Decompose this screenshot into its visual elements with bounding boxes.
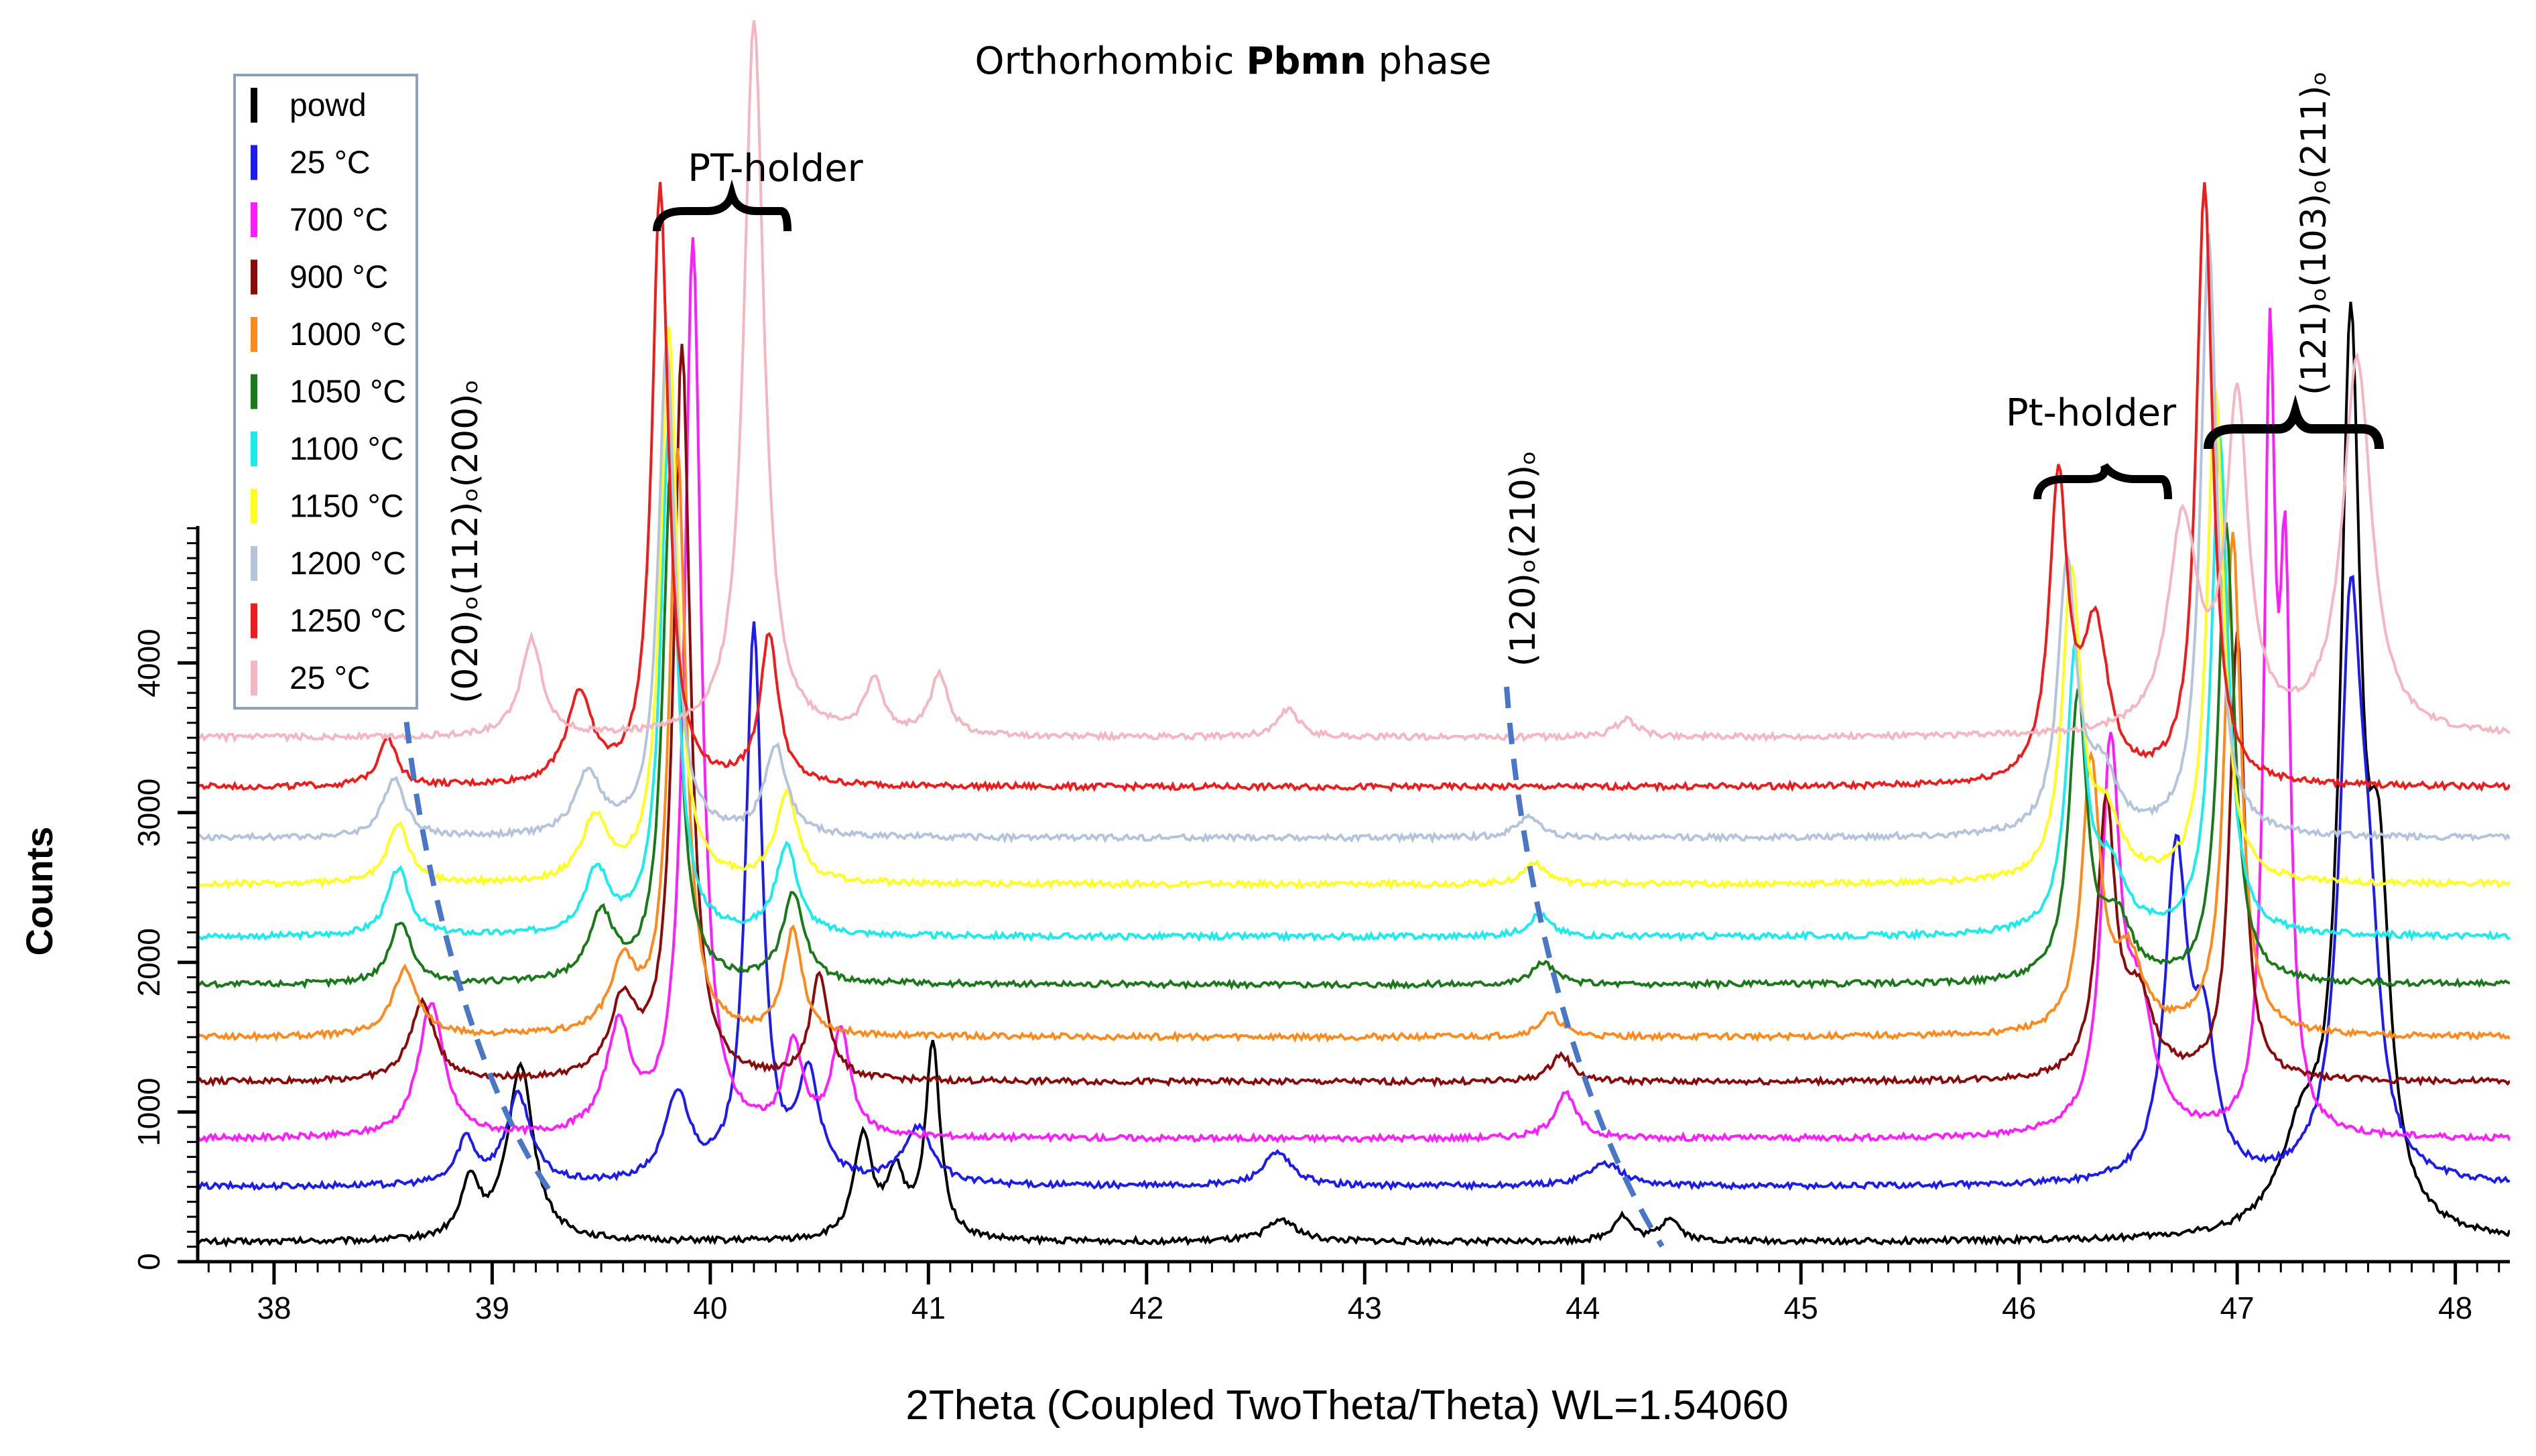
legend-swatch [251,202,257,237]
pt-holder-left-brace [653,179,791,232]
legend-swatch [251,603,257,639]
y-axis-label: Counts [18,827,60,956]
x-tick-label: 44 [1566,1290,1600,1325]
peak-group-brace [2204,395,2384,450]
legend-swatch [251,661,257,696]
dashed-guide-left [398,649,559,1201]
y-tick-label: 4000 [131,628,166,697]
legend-label: 900 °C [290,260,388,295]
x-tick-label: 41 [911,1290,946,1325]
series-line-2 [198,237,2510,1144]
series-line-4 [198,448,2510,1043]
series-line-9 [198,182,2510,793]
x-tick-label: 47 [2220,1290,2255,1325]
pt-holder-right-label: Pt-holder [2006,391,2177,435]
legend: powd 25 °C 700 °C 900 °C 1000 °C 1050 °C 1100 … [233,74,418,710]
legend-label: 1200 °C [290,546,406,582]
chart-title-part-3: phase [1367,40,1492,83]
legend-label: 1000 °C [290,317,406,352]
legend-swatch [251,88,257,123]
legend-label: powd [290,88,367,123]
series-line-5 [198,466,2510,990]
series-line-10 [198,20,2510,744]
legend-swatch [251,546,257,581]
y-tick-label: 1000 [131,1077,166,1146]
legend-swatch [251,259,257,295]
x-tick-label: 40 [693,1290,727,1325]
peak-label-120-210: (120)ₒ(210)ₒ [1503,450,1543,667]
chart-title: Orthorhombic Pbmn phase [974,40,1491,83]
series-layer [198,20,2510,1248]
series-line-8 [198,233,2510,844]
x-tick-label: 42 [1129,1290,1163,1325]
series-line-1 [198,574,2510,1191]
x-tick-label: 39 [475,1290,509,1325]
legend-swatch [251,145,257,180]
legend-swatch [251,374,257,409]
y-tick-label: 2000 [131,928,166,996]
legend-label: 1050 °C [290,375,406,410]
legend-box [233,74,418,710]
peak-label-020-112-200: (020)ₒ(112)ₒ(200)ₒ [446,379,486,704]
legend-label: 25 °C [290,661,371,696]
legend-label: 1150 °C [290,489,403,525]
legend-label: 25 °C [290,145,371,181]
axis-layer: 38 39 40 41 42 43 44 45 46 47 48 0 1000 2000 3000 4000 [131,526,2510,1325]
x-tick-label: 38 [257,1290,291,1325]
legend-label: 1250 °C [290,604,406,639]
legend-swatch [251,488,257,524]
y-tick-label: 0 [131,1253,166,1270]
pt-holder-left-label: PT-holder [688,147,863,190]
x-tick-label: 43 [1348,1290,1382,1325]
dashed-guide-middle [1504,686,1665,1248]
pt-holder-right-brace [2033,463,2172,500]
x-tick-label: 46 [2002,1290,2036,1325]
chart-title-part-2: Pbmn [1246,40,1366,83]
legend-label: 700 °C [290,202,388,238]
chart-title-part-1: Orthorhombic [974,40,1246,83]
x-tick-label: 48 [2438,1290,2472,1325]
legend-swatch [251,317,257,352]
y-tick-label: 3000 [131,779,166,847]
legend-swatch [251,432,257,466]
series-line-3 [198,344,2510,1087]
legend-label: 1100 °C [290,432,403,467]
series-line-7 [198,326,2510,891]
series-line-0 [198,302,2510,1248]
x-axis-label: 2Theta (Coupled TwoTheta/Theta) WL=1.540… [905,1382,1788,1429]
peak-label-121-103-211: (121)ₒ(103)ₒ(211)ₒ [2294,71,2334,395]
legend-items: powd 25 °C 700 °C 900 °C 1000 °C 1050 °C 1100 … [251,88,406,696]
series-line-6 [198,422,2510,943]
x-tick-label: 45 [1784,1290,1818,1325]
